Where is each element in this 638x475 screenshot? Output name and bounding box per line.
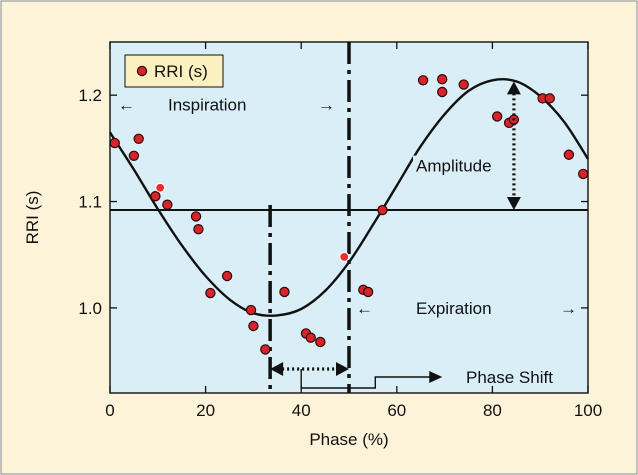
- data-point: [362, 286, 374, 298]
- legend-label: RRI (s): [154, 62, 208, 81]
- data-point: [563, 149, 575, 160]
- phase-shift-arrowhead-left: [270, 362, 284, 376]
- data-point: [109, 137, 120, 149]
- phase-shift-label: Phase Shift: [466, 368, 553, 387]
- data-point: [162, 199, 173, 210]
- y-tick-label: 1.1: [78, 193, 102, 212]
- data-point: [190, 211, 202, 222]
- amplitude-arrowhead-up: [506, 81, 521, 95]
- x-tick-label: 40: [292, 401, 311, 420]
- data-point: [260, 344, 271, 355]
- legend-marker: [136, 65, 148, 77]
- data-point-highlighted: [155, 182, 166, 193]
- data-point: [128, 150, 140, 162]
- x-tick-label: 60: [387, 401, 406, 420]
- inspiration-label: Inspiration: [168, 95, 246, 114]
- data-point: [377, 204, 388, 216]
- plot-border: [109, 41, 589, 394]
- expiration-right-arrow: →: [560, 299, 577, 318]
- fitted-sine-curve: [108, 78, 590, 317]
- data-point: [315, 336, 326, 348]
- data-point-highlighted: [339, 251, 350, 262]
- data-point: [279, 286, 290, 298]
- data-point: [437, 74, 448, 85]
- expiration-left-arrow: ←: [356, 299, 373, 318]
- phase-shift-label-arrowhead: [429, 371, 443, 383]
- reference-lines: [110, 42, 588, 393]
- data-point: [221, 270, 233, 282]
- expiration-label: Expiration: [416, 299, 492, 318]
- x-tick-label: 20: [196, 401, 215, 420]
- annotations: ← Inspiration → ← Expiration → Amplitude Phase …: [118, 81, 577, 389]
- data-point: [205, 287, 216, 299]
- phase-shift-arrowhead-right: [336, 362, 349, 376]
- y-tick-label: 1.2: [78, 86, 102, 105]
- data-point: [417, 75, 429, 86]
- y-tick-label: 1.0: [78, 299, 102, 318]
- x-tick-label: 100: [574, 401, 602, 420]
- x-tick-label: 80: [483, 401, 502, 420]
- data-point: [245, 304, 257, 316]
- amplitude-label: Amplitude: [416, 157, 492, 176]
- data-point: [544, 93, 555, 104]
- legend: RRI (s): [124, 54, 224, 88]
- x-axis-label: Phase (%): [309, 430, 388, 449]
- data-point: [150, 191, 161, 202]
- data-point: [578, 168, 589, 180]
- amplitude-label-bg: [413, 155, 505, 176]
- data-point: [248, 320, 259, 332]
- x-tick-label: 0: [105, 401, 114, 420]
- axes: 0 20 40 60 80 100 1.0 1.1 1.2 Phase (%) RRI (s): [23, 42, 602, 449]
- data-point: [305, 332, 316, 343]
- data-point: [491, 111, 503, 122]
- inspiration-left-arrow: ←: [118, 95, 135, 114]
- data-point: [437, 86, 448, 98]
- amplitude-arrowhead-down: [506, 197, 521, 211]
- data-point: [193, 223, 204, 235]
- inspiration-right-arrow: →: [318, 95, 335, 114]
- y-axis-label: RRI (s): [23, 191, 42, 245]
- phase-shift-connector: [300, 369, 431, 389]
- data-point: [133, 133, 144, 144]
- data-point: [458, 79, 469, 90]
